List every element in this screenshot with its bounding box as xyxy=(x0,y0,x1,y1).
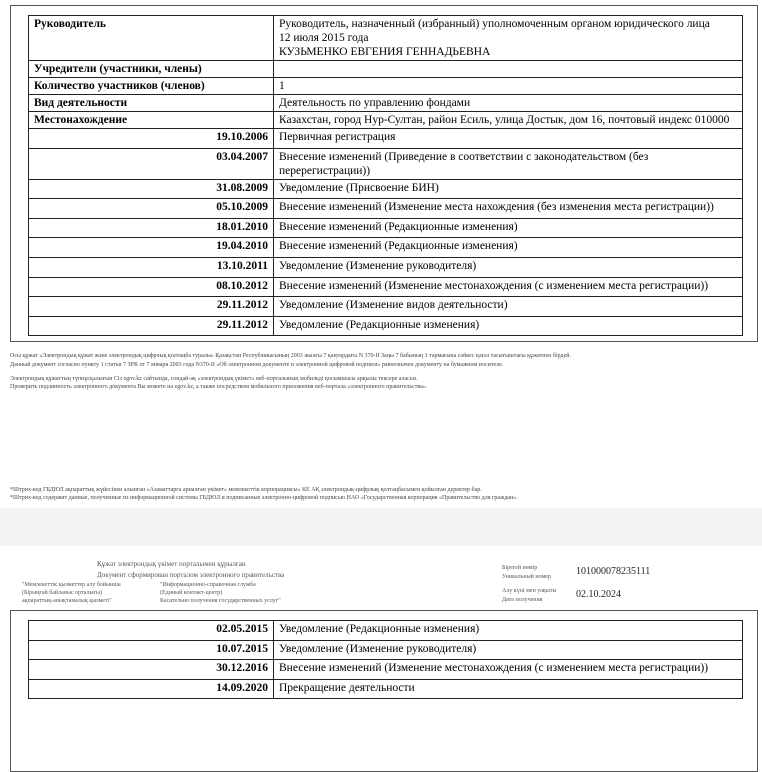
history-date: 10.07.2015 xyxy=(28,639,274,661)
history-row: 19.04.2010 Внесение изменений (Редакционн… xyxy=(28,237,743,258)
history-event: Внесение изменений (Изменение места нахо… xyxy=(273,198,743,219)
footnote: *Штрих-код содержит данные, полученные и… xyxy=(10,495,518,501)
history-event: Внесение изменений (Редакционные изменен… xyxy=(273,217,743,239)
history-row: 10.07.2015 Уведомление (Изменение руковод… xyxy=(28,639,743,661)
info-value: Казахстан, город Нур-Султан, район Есиль… xyxy=(273,111,743,129)
info-label: Руководитель xyxy=(28,15,274,61)
service-kz: "Мемлекеттік қызметтер алу бойынша (Бірың… xyxy=(22,581,121,605)
info-value-line: 12 июля 2015 года xyxy=(279,32,369,44)
history-row: 29.11.2012 Уведомление (Редакционные изме… xyxy=(28,315,743,337)
date-label-ru: Дата получения xyxy=(502,597,543,603)
history-event: Прекращение деятельности xyxy=(273,678,743,700)
date-label-kz: Алу күні мен уақыты xyxy=(502,588,557,594)
history-event: Внесение изменений (Приведение в соответ… xyxy=(273,147,743,180)
history-row: 18.01.2010 Внесение изменений (Редакционн… xyxy=(28,217,743,239)
history-event: Уведомление (Изменение руководителя) xyxy=(273,639,743,661)
history-row: 29.11.2012 Уведомление (Изменение видов д… xyxy=(28,296,743,317)
info-label: Вид деятельности xyxy=(28,94,274,112)
history-event: Уведомление (Изменение видов деятельност… xyxy=(273,296,743,317)
history-date: 03.04.2007 xyxy=(28,147,274,180)
page-break xyxy=(0,508,762,546)
info-value-line: Казахстан, город Нур-Султан, район Есиль… xyxy=(279,114,730,126)
history-row: 30.12.2016 Внесение изменений (Изменение … xyxy=(28,659,743,680)
info-value: 1 xyxy=(273,77,743,95)
footnote: *Штрих-код ГБДЮЛ ақпараттық жүйесінен ал… xyxy=(10,487,482,493)
history-event: Уведомление (Изменение руководителя) xyxy=(273,256,743,278)
service-line: "Информационно-справочная служба xyxy=(160,582,256,588)
history-row: 08.10.2012 Внесение изменений (Изменение … xyxy=(28,276,743,298)
history-row: 05.10.2009 Внесение изменений (Изменение … xyxy=(28,198,743,219)
unique-label: Бірегей нөмір Уникальный номер xyxy=(502,564,551,582)
portal-caption-ru: Документ сформирован порталом электронно… xyxy=(97,571,285,579)
service-ru: "Информационно-справочная служба (Единый … xyxy=(160,581,281,605)
history-row: 13.10.2011 Уведомление (Изменение руковод… xyxy=(28,256,743,278)
history-event: Внесение изменений (Изменение местонахож… xyxy=(273,659,743,680)
service-line: (Бірыңғай байланыс орталығы) xyxy=(22,590,103,596)
history-date: 14.09.2020 xyxy=(28,678,274,700)
info-row: Местонахождение Казахстан, город Нур-Султ… xyxy=(28,111,743,129)
legal-note: Осы құжат «Электрондық құжат және электр… xyxy=(10,353,571,359)
history-date: 31.08.2009 xyxy=(28,178,274,200)
unique-label-kz: Бірегей нөмір xyxy=(502,565,538,571)
history-event: Уведомление (Редакционные изменения) xyxy=(273,315,743,337)
history-date: 29.11.2012 xyxy=(28,315,274,337)
history-date: 29.11.2012 xyxy=(28,296,274,317)
service-line: "Мемлекеттік қызметтер алу бойынша xyxy=(22,582,121,588)
history-event: Внесение изменений (Изменение местонахож… xyxy=(273,276,743,298)
history-date: 05.10.2009 xyxy=(28,198,274,219)
history-row: 14.09.2020 Прекращение деятельности xyxy=(28,678,743,700)
history-row: 02.05.2015 Уведомление (Редакционные изме… xyxy=(28,620,743,641)
portal-caption: Құжат электрондық үкімет порталымен құры… xyxy=(97,559,284,581)
info-row: Учредители (участники, члены) xyxy=(28,60,743,78)
date-label: Алу күні мен уақыты Дата получения xyxy=(502,587,556,605)
info-row: Количество участников (членов) 1 xyxy=(28,77,743,95)
history-row: 31.08.2009 Уведомление (Присвоение БИН) xyxy=(28,178,743,200)
history-event: Уведомление (Редакционные изменения) xyxy=(273,620,743,641)
portal-caption-kz: Құжат электрондық үкімет порталымен құры… xyxy=(97,560,246,568)
info-label: Местонахождение xyxy=(28,111,274,129)
page1-frame xyxy=(10,5,758,342)
service-line: Касательно получения государственных усл… xyxy=(160,598,281,604)
info-value: Деятельность по управлению фондами xyxy=(273,94,743,112)
history-event: Уведомление (Присвоение БИН) xyxy=(273,178,743,200)
info-value-line: 1 xyxy=(279,80,285,92)
history-date: 19.04.2010 xyxy=(28,237,274,258)
history-date: 13.10.2011 xyxy=(28,256,274,278)
unique-number: 101000078235111 xyxy=(576,566,651,577)
history-event: Внесение изменений (Редакционные изменен… xyxy=(273,237,743,258)
history-date: 18.01.2010 xyxy=(28,217,274,239)
history-date: 30.12.2016 xyxy=(28,659,274,680)
received-date: 02.10.2024 xyxy=(576,589,621,600)
history-table-continued: 02.05.2015 Уведомление (Редакционные изме… xyxy=(28,620,743,700)
legal-note: Проверить подлинность электронного докум… xyxy=(10,384,428,390)
history-row: 19.10.2006 Первичная регистрация xyxy=(28,128,743,149)
history-date: 02.05.2015 xyxy=(28,620,274,641)
info-row: Руководитель Руководитель, назначенный (и… xyxy=(28,15,743,61)
unique-label-ru: Уникальный номер xyxy=(502,574,551,580)
info-label: Учредители (участники, члены) xyxy=(28,60,274,78)
info-value-line: КУЗЬМЕНКО ЕВГЕНИЯ ГЕННАДЬЕВНА xyxy=(279,46,491,58)
info-label: Количество участников (членов) xyxy=(28,77,274,95)
history-event: Первичная регистрация xyxy=(273,128,743,149)
info-value-line: Деятельность по управлению фондами xyxy=(279,97,471,109)
info-value-line xyxy=(279,62,737,76)
history-date: 19.10.2006 xyxy=(28,128,274,149)
info-row: Вид деятельности Деятельность по управлен… xyxy=(28,94,743,112)
info-value-line: Руководитель, назначенный (избранный) уп… xyxy=(279,18,710,30)
service-line: ақпараттық-анықтамалық қызметі" xyxy=(22,598,112,604)
history-row: 03.04.2007 Внесение изменений (Приведение… xyxy=(28,147,743,180)
legal-note: Данный документ согласно пункту 1 статьи… xyxy=(10,362,504,368)
info-value: Руководитель, назначенный (избранный) уп… xyxy=(273,15,743,61)
info-value xyxy=(273,60,743,78)
history-date: 08.10.2012 xyxy=(28,276,274,298)
company-info-table: Руководитель Руководитель, назначенный (и… xyxy=(28,15,743,337)
service-line: (Единый контакт-центр) xyxy=(160,590,223,596)
legal-note: Электрондық құжаттың түпнұсқалығын Сіз e… xyxy=(10,376,418,382)
